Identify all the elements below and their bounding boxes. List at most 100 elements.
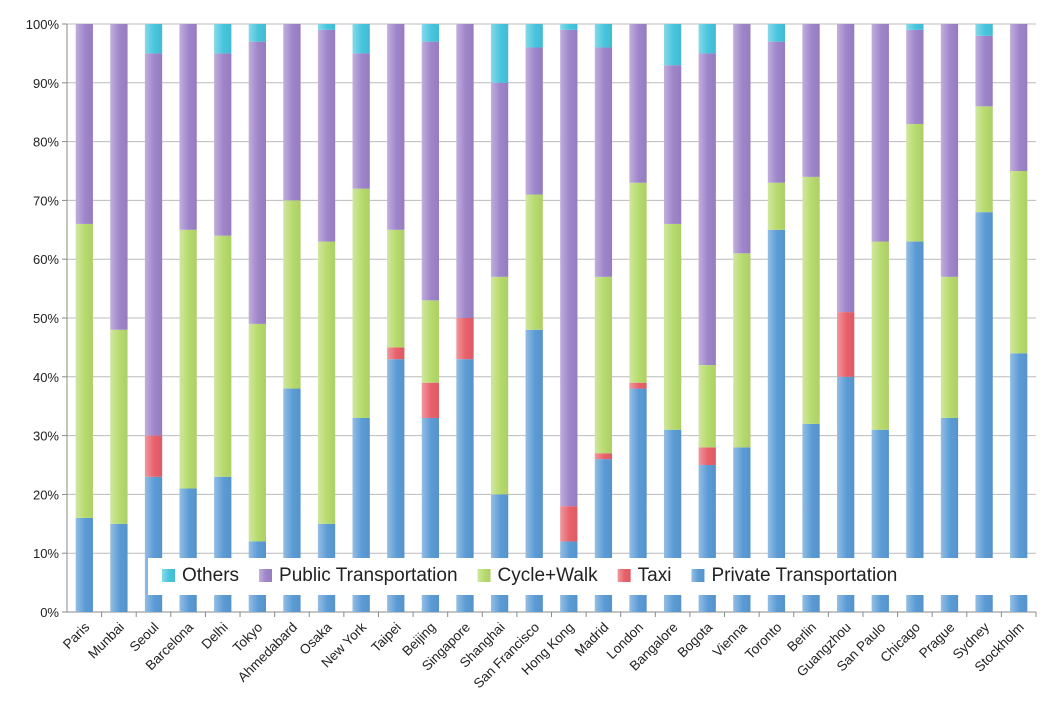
bar-stack (387, 24, 405, 612)
bar-segment-cycle-walk (906, 123, 924, 242)
legend-swatch (162, 569, 175, 582)
legend-swatch (691, 569, 705, 582)
bar-segment-cycle-walk (387, 229, 405, 348)
bar-segment-cycle-walk (1010, 171, 1028, 354)
bar-segment-others (317, 24, 336, 30)
bar-stack (352, 24, 370, 612)
bar-stack (733, 24, 751, 612)
bar-segment-cycle-walk (940, 276, 959, 418)
bar-stack (837, 24, 855, 612)
bar-stack (802, 24, 820, 612)
legend-swatch (259, 569, 273, 582)
bar-segment-private-transportation (975, 212, 993, 612)
bar-stack (663, 24, 682, 612)
bar-segment-taxi (144, 435, 163, 477)
x-tick-label: Bogota (674, 619, 715, 660)
bar-segment-cycle-walk (975, 106, 993, 213)
bar-segment-cycle-walk (525, 194, 543, 330)
bar-segment-private-transportation (456, 359, 474, 612)
bar-stack (75, 24, 93, 612)
legend-swatch (617, 569, 631, 582)
bar-segment-public-transportation (144, 53, 163, 436)
bar-segment-cycle-walk (248, 323, 266, 542)
y-tick-label: 80% (33, 135, 59, 150)
bar-segment-private-transportation (767, 229, 786, 613)
legend-label: Cycle+Walk (498, 565, 599, 586)
bar-segment-others (352, 24, 370, 54)
bar-stack (317, 24, 336, 612)
bar-segment-cycle-walk (421, 300, 440, 383)
bar-segment-public-transportation (940, 24, 959, 277)
bar-segment-public-transportation (975, 35, 993, 107)
bar-segment-cycle-walk (594, 276, 613, 454)
bar-stack (871, 24, 889, 612)
legend-label: Taxi (638, 565, 672, 586)
bar-segment-private-transportation (387, 359, 405, 612)
bar-segment-public-transportation (733, 24, 751, 254)
bar-segment-private-transportation (837, 376, 855, 612)
legend: Others Public Transportation Cycle+Walk Tax… (148, 558, 1036, 595)
y-tick-label: 60% (33, 252, 59, 267)
x-tick-label: Delhi (198, 620, 230, 652)
bar-segment-cycle-walk (767, 182, 786, 230)
bar-segment-others (490, 24, 509, 83)
y-tick-label: 40% (33, 370, 59, 385)
bar-segment-taxi (560, 506, 578, 542)
bar-segment-others (698, 24, 716, 54)
bar-segment-public-transportation (490, 82, 509, 277)
bar-segment-taxi (594, 453, 613, 460)
bar-segment-public-transportation (179, 24, 197, 230)
bar-segment-others (214, 24, 232, 54)
bar-segment-public-transportation (698, 53, 716, 366)
bar-stack (1010, 24, 1028, 612)
bar-segment-public-transportation (871, 24, 889, 242)
bar-segment-private-transportation (906, 241, 924, 612)
bars (75, 24, 1028, 613)
bar-stack (248, 24, 266, 612)
bar-segment-public-transportation (629, 24, 647, 183)
bar-segment-cycle-walk (733, 253, 751, 448)
bar-segment-public-transportation (317, 29, 336, 242)
x-tick-label: Taipei (368, 620, 404, 656)
bar-stack (144, 24, 163, 612)
bar-stack (698, 24, 716, 612)
bar-segment-taxi (421, 382, 440, 418)
bar-segment-public-transportation (214, 53, 232, 236)
bar-segment-cycle-walk (352, 188, 370, 418)
bar-segment-cycle-walk (871, 241, 889, 430)
y-tick-label: 100% (26, 17, 60, 32)
bar-stack (629, 24, 647, 612)
bar-segment-private-transportation (525, 329, 543, 612)
bar-stack (525, 24, 543, 612)
bar-segment-cycle-walk (663, 223, 682, 430)
x-tick-label: Munbai (85, 620, 127, 662)
bar-segment-cycle-walk (490, 276, 509, 495)
bar-segment-cycle-walk (629, 182, 647, 383)
bar-stack (767, 24, 786, 613)
bar-stack (560, 24, 578, 612)
bar-segment-cycle-walk (214, 235, 232, 477)
bar-stack (975, 24, 993, 612)
bar-segment-others (975, 24, 993, 36)
bar-stack (179, 24, 197, 612)
bar-segment-public-transportation (767, 41, 786, 183)
bar-stack (283, 24, 301, 612)
bar-segment-public-transportation (906, 29, 924, 124)
bar-segment-public-transportation (421, 41, 440, 301)
bar-segment-private-transportation (283, 388, 301, 612)
y-tick-label: 20% (33, 487, 59, 502)
bar-segment-taxi (837, 312, 855, 377)
y-tick-label: 90% (33, 76, 59, 91)
bar-segment-cycle-walk (802, 176, 820, 424)
bar-stack (421, 24, 440, 612)
bar-segment-others (663, 24, 682, 66)
bar-segment-private-transportation (1010, 353, 1028, 612)
y-tick-label: 30% (33, 429, 59, 444)
bar-segment-cycle-walk (75, 223, 93, 518)
y-tick-label: 70% (33, 193, 59, 208)
bar-segment-taxi (698, 447, 716, 465)
bar-segment-public-transportation (283, 24, 301, 201)
bar-segment-public-transportation (1010, 24, 1028, 171)
